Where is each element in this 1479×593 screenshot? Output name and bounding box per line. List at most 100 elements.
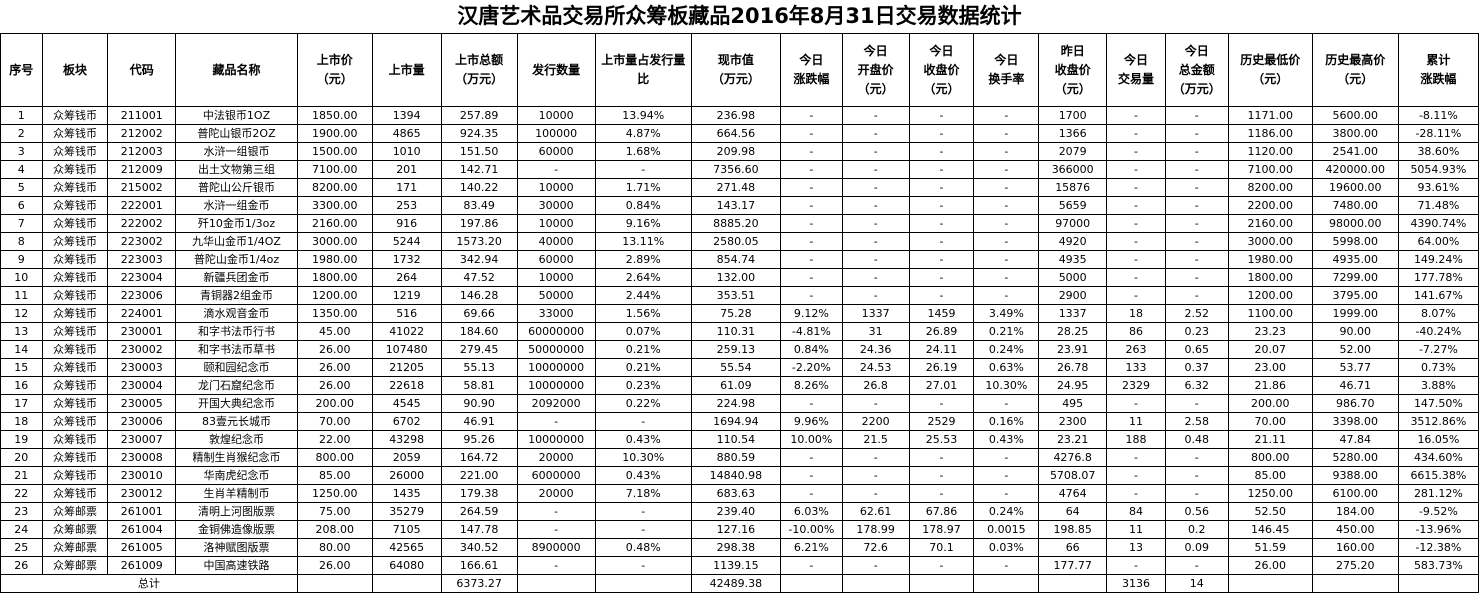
table-cell: 4865 [371, 124, 442, 143]
table-cell: - [1106, 142, 1166, 161]
table-cell: 230004 [107, 376, 177, 395]
table-cell: 众筹钱币 [41, 178, 109, 197]
table-cell: 23 [0, 502, 43, 521]
table-cell: 24.53 [841, 358, 910, 377]
table-row: 24 众筹邮票 261004 金铜佛造像版票 208.00 7105 147.78- -127… [0, 520, 1479, 539]
table-cell: - [779, 214, 843, 233]
sheet-title: 汉唐艺术品交易所众筹板藏品2016年8月31日交易数据统计 [457, 4, 1022, 28]
table-cell: 众筹邮票 [41, 520, 109, 539]
table-cell: - [841, 286, 910, 305]
table-cell: 5054.93% [1397, 160, 1479, 179]
table-cell: 132.00 [690, 268, 781, 287]
table-cell: 1980.00 [1227, 250, 1313, 269]
table-cell: -12.38% [1397, 538, 1479, 557]
column-header: 现市值 （万元） [690, 33, 781, 107]
table-cell: 7480.00 [1311, 196, 1399, 215]
table-cell: 0.23% [594, 376, 692, 395]
table-cell: - [594, 520, 692, 539]
table-cell: 223004 [107, 268, 177, 287]
table-cell: 3000.00 [1227, 232, 1313, 251]
table-cell: 0.23 [1164, 322, 1229, 341]
table-cell: 149.24% [1397, 250, 1479, 269]
table-cell: - [973, 124, 1040, 143]
table-cell: 271.48 [690, 178, 781, 197]
table-cell: 253 [371, 196, 442, 215]
table-cell: - [1164, 232, 1229, 251]
column-header: 序号 [0, 33, 43, 107]
table-cell: 3.88% [1397, 376, 1479, 395]
table-cell: 1980.00 [296, 250, 373, 269]
table-cell: 47.52 [440, 268, 518, 287]
total-cell-empty [594, 574, 692, 593]
table-cell: - [1106, 448, 1166, 467]
table-cell: 4920 [1038, 232, 1108, 251]
table-cell: - [1106, 106, 1166, 125]
table-cell: 众筹钱币 [41, 394, 109, 413]
table-row: 13 众筹钱币 230001 和字书法币行书 45.00 41022 184.60 60000… [0, 322, 1479, 341]
table-cell: 和字书法币草书 [175, 340, 298, 359]
table-cell: 184.60 [440, 322, 518, 341]
table-cell: 127.16 [690, 520, 781, 539]
table-cell: 60000000 [516, 322, 596, 341]
table-row: 17 众筹钱币 230005 开国大典纪念币 200.00 4545 90.90 209200… [0, 394, 1479, 413]
table-cell: 164.72 [440, 448, 518, 467]
table-cell: 3300.00 [296, 196, 373, 215]
table-cell: 众筹钱币 [41, 322, 109, 341]
table-cell: 1200.00 [296, 286, 373, 305]
table-cell: 5000 [1038, 268, 1108, 287]
table-cell: 52.50 [1227, 502, 1313, 521]
column-header-label: 今日 收盘价 （元） [923, 43, 960, 96]
table-cell: 9.16% [594, 214, 692, 233]
table-cell: - [516, 160, 596, 179]
table-cell: 1900.00 [296, 124, 373, 143]
table-cell: 275.20 [1311, 556, 1399, 575]
total-row: 总计 6373.27 42489.38 3136 14 [0, 574, 1479, 593]
column-header-label: 板块 [62, 62, 87, 77]
table-cell: 22618 [371, 376, 442, 395]
table-cell: 6100.00 [1311, 484, 1399, 503]
table-cell: 26.00 [1227, 556, 1313, 575]
table-cell: 21.86 [1227, 376, 1313, 395]
table-cell: 2059 [371, 448, 442, 467]
table-cell: 279.45 [440, 340, 518, 359]
table-cell: - [1106, 124, 1166, 143]
table-cell: 70.1 [908, 538, 975, 557]
table-cell: - [908, 124, 975, 143]
table-cell: 5280.00 [1311, 448, 1399, 467]
table-cell: 众筹钱币 [41, 376, 109, 395]
table-cell: -13.96% [1397, 520, 1479, 539]
table-cell: 5244 [371, 232, 442, 251]
table-cell: 95.26 [440, 430, 518, 449]
table-cell: 26 [0, 556, 43, 575]
table-cell: - [1164, 196, 1229, 215]
table-cell: 222001 [107, 196, 177, 215]
table-cell: - [1164, 466, 1229, 485]
table-cell: - [841, 448, 910, 467]
table-cell: 金铜佛造像版票 [175, 520, 298, 539]
table-cell: 298.38 [690, 538, 781, 557]
total-cell-empty [1038, 574, 1108, 593]
table-cell: - [1106, 160, 1166, 179]
table-cell: - [1106, 214, 1166, 233]
table-cell: 0.09 [1164, 538, 1229, 557]
table-cell: 31 [841, 322, 910, 341]
table-cell: 5998.00 [1311, 232, 1399, 251]
table-cell: 19600.00 [1311, 178, 1399, 197]
table-cell: 223003 [107, 250, 177, 269]
table-cell: 1999.00 [1311, 304, 1399, 323]
table-cell: 新疆兵团金币 [175, 268, 298, 287]
table-cell: - [1164, 124, 1229, 143]
table-cell: 70.00 [296, 412, 373, 431]
column-header: 上市价 （元） [296, 33, 373, 107]
table-cell: - [973, 466, 1040, 485]
table-cell: 8885.20 [690, 214, 781, 233]
table-cell: - [841, 214, 910, 233]
table-cell: 1100.00 [1227, 304, 1313, 323]
table-cell: 683.63 [690, 484, 781, 503]
table-cell: 4935.00 [1311, 250, 1399, 269]
table-cell: 40000 [516, 232, 596, 251]
column-header-label: 今日 总金额 （万元） [1172, 43, 1221, 96]
table-cell: 4276.8 [1038, 448, 1108, 467]
table-cell: - [779, 124, 843, 143]
table-cell: 22 [0, 484, 43, 503]
